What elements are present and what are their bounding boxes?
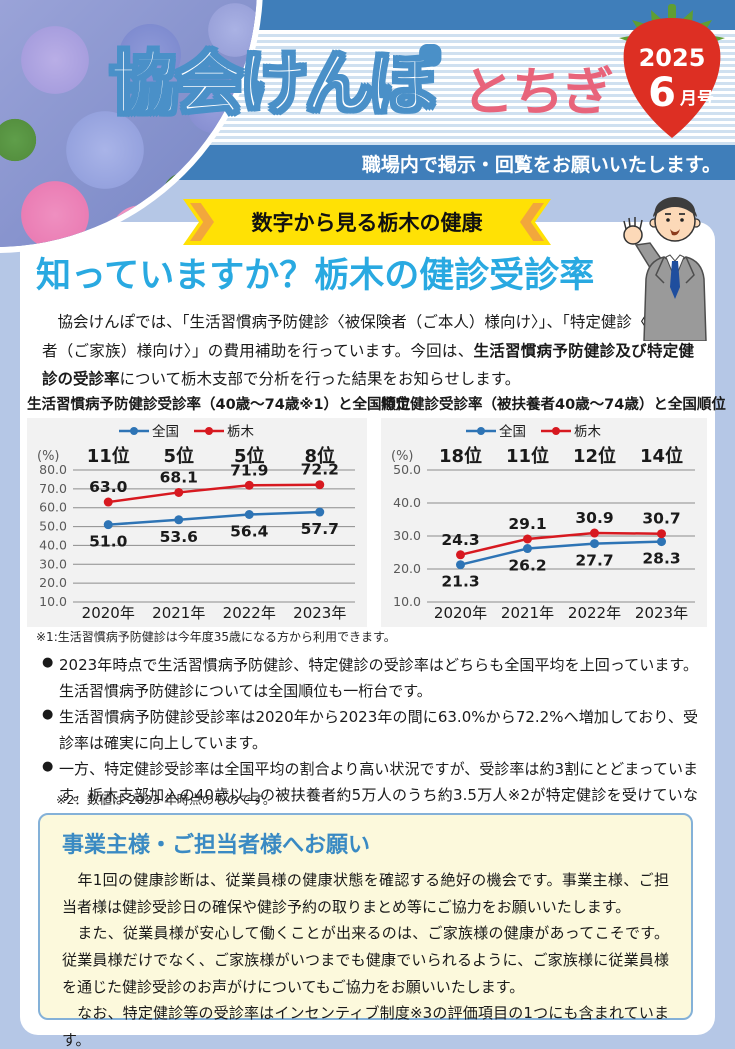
svg-text:2021年: 2021年 — [501, 604, 554, 622]
svg-text:50.0: 50.0 — [39, 519, 67, 534]
svg-text:80.0: 80.0 — [39, 462, 67, 477]
chart-title-specific: 特定健診受診率（被扶養者40歳～74歳）と全国順位 — [381, 397, 726, 413]
svg-text:20.0: 20.0 — [39, 575, 67, 590]
finding-item: 生活習慣病予防健診受診率は2020年から2023年の間に63.0%から72.2%… — [42, 704, 698, 756]
svg-text:2022年: 2022年 — [223, 604, 276, 622]
issue-month-suffix: 月号 — [679, 89, 714, 109]
svg-text:30.7: 30.7 — [642, 510, 680, 528]
svg-text:72.2: 72.2 — [301, 461, 339, 479]
chart-area-lifestyle: 80.0 70.0 60.0 50.0 40.0 30.0 20.0 10.0 (%) 11位 5位… — [27, 418, 367, 627]
svg-text:8位: 8位 — [304, 445, 335, 467]
svg-text:29.1: 29.1 — [508, 515, 546, 533]
chart-footnote-1: ※1:生活習慣病予防健診は今年度35歳になる方から利用できます。 — [36, 630, 396, 644]
intro-text-pre: 協会けんぽでは、「生活習慣病予防健診〈被保険者（ご本人）様向け〉」、「特定健診〈… — [42, 313, 694, 360]
strawberry-issue-badge: 2025 6 月号 — [613, 2, 731, 144]
ribbon-body — [183, 199, 551, 245]
svg-text:2023年: 2023年 — [293, 604, 346, 622]
notice-text: 職場内で掲示・回覧をお願いいたします。 — [361, 154, 721, 176]
svg-text:11位: 11位 — [506, 445, 549, 467]
svg-text:11位: 11位 — [87, 445, 130, 467]
line-chart-lifestyle: 80.0 70.0 60.0 50.0 40.0 30.0 20.0 10.0 (%) 11位 5位… — [37, 423, 355, 622]
svg-text:53.6: 53.6 — [160, 528, 198, 546]
svg-text:56.4: 56.4 — [230, 523, 268, 541]
svg-text:71.9: 71.9 — [230, 461, 268, 479]
section-ribbon: 数字から見る栃木の健康 — [183, 199, 551, 245]
svg-text:5位: 5位 — [163, 445, 194, 467]
svg-text:57.7: 57.7 — [301, 520, 339, 538]
ribbon-label: 数字から見る栃木の健康 — [251, 211, 483, 235]
svg-text:栃木: 栃木 — [574, 424, 602, 440]
newsletter-brand-title: 協会けんぽ — [109, 44, 439, 125]
request-paragraph: 年1回の健康診断は、従業員様の健康状態を確認する絶好の機会です。事業主様、ご担当… — [62, 871, 669, 916]
intro-paragraph: 協会けんぽでは、「生活習慣病予防健診〈被保険者（ご本人）様向け〉」、「特定健診〈… — [42, 308, 694, 394]
svg-text:30.0: 30.0 — [39, 556, 67, 571]
businessman-illustration — [620, 183, 720, 345]
request-box: 事業主様・ご担当者様へお願い 年1回の健康診断は、従業員様の健康状態を確認する絶… — [38, 813, 693, 1049]
svg-text:24.3: 24.3 — [441, 531, 479, 549]
svg-text:26.2: 26.2 — [508, 557, 546, 575]
chart-lifestyle-checkup: 生活習慣病予防健診受診率（40歳～74歳※1）と全国順位 80.0 70.0 60.… — [27, 393, 411, 627]
svg-text:18位: 18位 — [439, 445, 482, 467]
svg-text:30.0: 30.0 — [393, 528, 421, 543]
svg-text:5位: 5位 — [234, 445, 265, 467]
svg-text:(%): (%) — [37, 449, 60, 464]
svg-text:全国: 全国 — [499, 423, 526, 440]
intro-text-post: について栃木支部で分析を行った結果をお知らせします。 — [119, 370, 521, 389]
svg-text:51.0: 51.0 — [89, 533, 127, 551]
svg-text:栃木: 栃木 — [227, 424, 254, 440]
footnote-2: ※2：数値は 2023 年時点のものです。 — [56, 792, 276, 807]
chart-specific-checkup: 特定健診受診率（被扶養者40歳～74歳）と全国順位 50.0 40.0 30.0 20… — [381, 393, 726, 627]
line-chart-specific: 50.0 40.0 30.0 20.0 10.0 (%) 18位 11位 12位 14位 2020年… — [391, 423, 695, 622]
request-box-heading: 事業主様・ご担当者様へお願い — [62, 833, 371, 858]
chart-title-lifestyle: 生活習慣病予防健診受診率（40歳～74歳※1）と全国順位 — [27, 397, 411, 413]
newsletter-brand-subtitle: とちぎ — [462, 63, 614, 123]
issue-year: 2025 — [639, 44, 706, 72]
svg-text:28.3: 28.3 — [642, 550, 680, 568]
finding-item: 2023年時点で生活習慣病予防健診、特定健診の受診率はどちらも全国平均を上回って… — [42, 652, 698, 704]
svg-text:63.0: 63.0 — [89, 478, 127, 496]
svg-text:21.3: 21.3 — [441, 573, 479, 591]
svg-text:40.0: 40.0 — [39, 537, 67, 552]
svg-text:2021年: 2021年 — [152, 604, 205, 622]
svg-text:2023年: 2023年 — [635, 604, 688, 622]
svg-text:12位: 12位 — [573, 445, 616, 467]
chart-area-specific: 50.0 40.0 30.0 20.0 10.0 (%) 18位 11位 12位 14位 2020年… — [381, 418, 707, 627]
svg-text:(%): (%) — [391, 449, 414, 464]
svg-text:68.1: 68.1 — [160, 468, 198, 486]
svg-text:20.0: 20.0 — [393, 561, 421, 576]
svg-text:10.0: 10.0 — [393, 594, 421, 609]
svg-text:50.0: 50.0 — [393, 462, 421, 477]
svg-text:30.9: 30.9 — [575, 509, 613, 527]
svg-text:27.7: 27.7 — [575, 552, 613, 570]
businessman-icon — [623, 197, 707, 342]
page-title: 知っていますか？栃木の健診受診率 — [36, 256, 595, 296]
svg-text:2020年: 2020年 — [82, 604, 135, 622]
svg-text:70.0: 70.0 — [39, 481, 67, 496]
request-paragraph: また、従業員様が安心して働くことが出来るのは、ご家族様の健康があってこそです。従… — [62, 924, 669, 996]
issue-month: 6 — [648, 70, 676, 116]
intro-text-bold: 生活習慣病予防健診及び特定健診の受診率 — [42, 341, 694, 389]
strawberry-icon: 2025 6 月号 — [619, 4, 725, 138]
svg-text:60.0: 60.0 — [39, 500, 67, 515]
svg-text:全国: 全国 — [152, 423, 179, 440]
svg-text:14位: 14位 — [640, 445, 683, 467]
svg-text:40.0: 40.0 — [393, 495, 421, 510]
svg-text:10.0: 10.0 — [39, 594, 67, 609]
svg-text:2020年: 2020年 — [434, 604, 487, 622]
hydrangea-photo — [0, 0, 257, 247]
request-box-paragraphs: 年1回の健康診断は、従業員様の健康状態を確認する絶好の機会です。事業主様、ご担当… — [62, 867, 669, 1049]
svg-text:2022年: 2022年 — [568, 604, 621, 622]
request-paragraph: なお、特定健診等の受診率はインセンティブ制度※3の評価項目の1つにも含まれていま… — [62, 1004, 669, 1049]
